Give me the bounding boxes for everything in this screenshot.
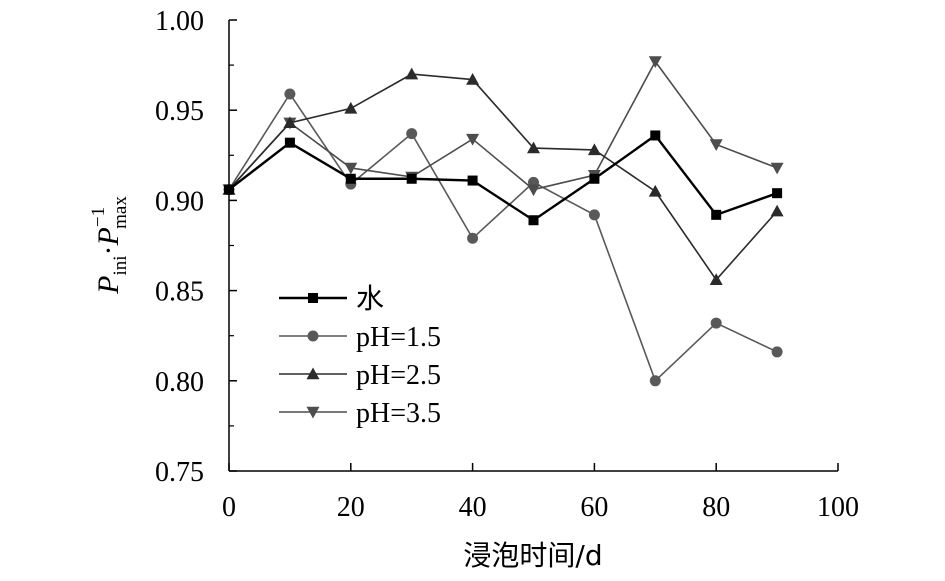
data-point xyxy=(528,215,539,226)
data-point xyxy=(649,375,661,387)
data-point xyxy=(527,184,540,197)
series-line xyxy=(228,133,778,222)
data-point xyxy=(588,209,600,221)
x-tick-label: 60 xyxy=(580,492,608,523)
data-point xyxy=(770,162,784,175)
data-point xyxy=(344,162,358,175)
data-point xyxy=(405,67,419,80)
series-triangle-down xyxy=(222,56,784,197)
y-tick-label: 0.85 xyxy=(155,277,204,308)
legend-item: pH=3.5 xyxy=(279,398,441,429)
data-point xyxy=(467,175,478,186)
data-point xyxy=(589,173,600,184)
data-point xyxy=(284,137,295,148)
data-point xyxy=(711,209,722,220)
legend-marker xyxy=(307,330,319,342)
data-point xyxy=(406,128,418,140)
data-point xyxy=(771,346,783,358)
legend-item: pH=2.5 xyxy=(279,360,441,391)
data-point xyxy=(283,116,297,129)
data-point xyxy=(709,273,723,285)
data-point xyxy=(710,317,722,329)
legend-label: pH=1.5 xyxy=(356,322,441,353)
y-tick-label: 0.80 xyxy=(155,367,204,398)
series-line xyxy=(228,59,778,191)
y-tick-label: 0.90 xyxy=(155,186,204,217)
data-point xyxy=(650,130,661,141)
series-circle xyxy=(223,88,783,387)
legend-marker xyxy=(308,293,318,303)
x-tick-label: 0 xyxy=(222,492,236,523)
data-point xyxy=(284,88,296,100)
y-tick-label: 1.00 xyxy=(155,6,204,37)
legend-label: pH=3.5 xyxy=(356,398,441,429)
x-ticks: 0 20 40 60 80 100 xyxy=(222,463,859,523)
data-point xyxy=(772,188,783,199)
y-tick-label: 0.75 xyxy=(155,457,204,488)
y-axis-title-sup2: −1 xyxy=(88,207,109,227)
data-point xyxy=(587,143,601,156)
legend-label: 水 xyxy=(356,283,384,315)
legend-label: pH=2.5 xyxy=(356,360,441,391)
y-axis-title: Pini·P−1max xyxy=(88,196,131,295)
legend-item: pH=1.5 xyxy=(279,322,441,353)
data-point xyxy=(709,139,723,151)
series-line xyxy=(228,92,778,383)
x-tick-label: 80 xyxy=(702,492,730,523)
x-tick-label: 20 xyxy=(337,492,365,523)
y-axis-title-sub2: max xyxy=(110,196,131,229)
data-point xyxy=(466,133,480,146)
y-axis-title-p2: P xyxy=(92,227,125,246)
series-line xyxy=(228,73,778,282)
x-axis-title: 浸泡时间/d xyxy=(463,539,602,572)
y-axis-title-p1: P xyxy=(92,276,125,295)
legend-marker xyxy=(306,367,320,380)
y-axis-title-sub1: ini xyxy=(110,255,131,275)
data-point xyxy=(770,204,784,217)
data-point xyxy=(466,73,480,85)
series-triangle-up xyxy=(222,67,784,285)
x-tick-label: 40 xyxy=(459,492,487,523)
legend-marker xyxy=(306,406,320,419)
data-point xyxy=(344,101,358,114)
data-point xyxy=(648,184,662,197)
data-point xyxy=(648,56,662,68)
data-point xyxy=(467,232,479,244)
data-point xyxy=(406,173,417,184)
legend: 水 pH=1.5 pH=2.5 pH=3.5 xyxy=(279,283,441,429)
y-tick-label: 0.95 xyxy=(155,96,204,127)
x-tick-label: 100 xyxy=(817,492,859,523)
y-axis-title-dot: · xyxy=(92,245,125,255)
data-point xyxy=(345,173,356,184)
y-ticks: 0.75 0.80 0.85 0.90 0.95 1.00 xyxy=(155,6,237,488)
data-point xyxy=(527,141,540,154)
legend-item: 水 xyxy=(279,283,384,315)
